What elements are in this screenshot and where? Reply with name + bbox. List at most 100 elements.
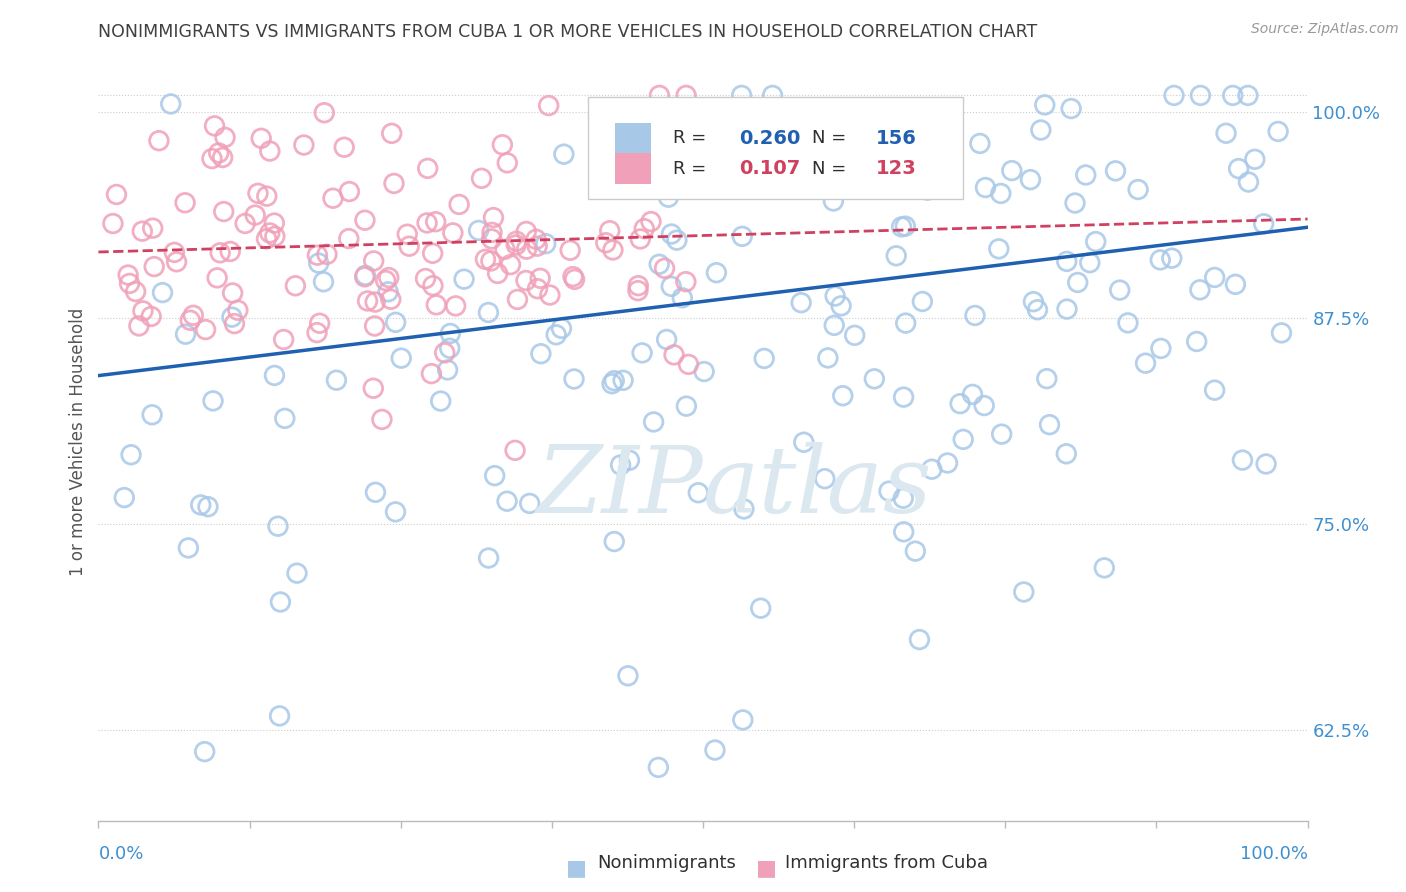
Text: 123: 123: [876, 159, 917, 178]
Point: [179, 313, 201, 327]
Point: [643, 415, 665, 429]
Point: [537, 98, 560, 112]
Point: [505, 238, 527, 252]
Text: NONIMMIGRANTS VS IMMIGRANTS FROM CUBA 1 OR MORE VEHICLES IN HOUSEHOLD CORRELATIO: NONIMMIGRANTS VS IMMIGRANTS FROM CUBA 1 …: [98, 23, 1038, 41]
Point: [1019, 172, 1042, 186]
Point: [1270, 326, 1292, 340]
Point: [659, 279, 682, 293]
Point: [174, 327, 197, 342]
Point: [1267, 124, 1289, 138]
Point: [609, 458, 631, 472]
Point: [148, 134, 170, 148]
Point: [921, 462, 943, 476]
Point: [499, 258, 522, 272]
Point: [1253, 217, 1275, 231]
Point: [226, 303, 249, 318]
Point: [325, 373, 347, 387]
Point: [190, 498, 212, 512]
Point: [263, 368, 285, 383]
Point: [884, 249, 907, 263]
Point: [166, 255, 188, 269]
Point: [152, 285, 174, 300]
Point: [398, 239, 420, 253]
Point: [214, 130, 236, 145]
Point: [990, 427, 1012, 442]
Text: 156: 156: [876, 128, 917, 148]
Point: [496, 156, 519, 170]
Point: [481, 225, 503, 239]
Point: [529, 271, 551, 285]
Point: [1204, 383, 1226, 397]
Point: [844, 328, 866, 343]
Point: [1036, 371, 1059, 385]
Point: [377, 285, 399, 299]
Point: [894, 316, 917, 330]
Point: [1150, 342, 1173, 356]
Point: [132, 304, 155, 318]
Point: [211, 151, 233, 165]
Point: [1054, 447, 1077, 461]
Point: [949, 397, 972, 411]
Point: [337, 185, 360, 199]
Point: [1029, 123, 1052, 137]
Point: [233, 217, 256, 231]
Point: [790, 295, 813, 310]
Point: [617, 669, 640, 683]
Point: [962, 387, 984, 401]
Point: [526, 282, 548, 296]
Point: [974, 180, 997, 194]
Point: [1092, 561, 1115, 575]
Point: [105, 187, 128, 202]
Point: [381, 127, 404, 141]
Point: [1222, 88, 1244, 103]
Point: [562, 269, 585, 284]
Point: [436, 363, 458, 377]
Point: [530, 347, 553, 361]
Point: [1033, 98, 1056, 112]
Point: [259, 144, 281, 158]
Point: [467, 223, 489, 237]
Point: [665, 233, 688, 247]
Point: [141, 310, 163, 324]
Point: [209, 245, 232, 260]
Point: [1160, 251, 1182, 265]
Point: [197, 500, 219, 514]
Point: [990, 186, 1012, 201]
Point: [1022, 294, 1045, 309]
Point: [911, 294, 934, 309]
Point: [356, 293, 378, 308]
Point: [603, 374, 626, 388]
Point: [1237, 88, 1260, 103]
Point: [382, 177, 405, 191]
Point: [627, 278, 650, 293]
Point: [973, 399, 995, 413]
Point: [416, 161, 439, 176]
Point: [661, 227, 683, 241]
Point: [793, 435, 815, 450]
Point: [484, 468, 506, 483]
Point: [553, 147, 575, 161]
Point: [384, 505, 406, 519]
Point: [256, 189, 278, 203]
Point: [904, 544, 927, 558]
Point: [908, 632, 931, 647]
Point: [1104, 164, 1126, 178]
Point: [562, 372, 585, 386]
Point: [378, 270, 401, 285]
Point: [647, 173, 669, 187]
Point: [243, 208, 266, 222]
Point: [657, 190, 679, 204]
Text: ■: ■: [567, 858, 586, 878]
Point: [181, 308, 204, 322]
Point: [101, 217, 124, 231]
Point: [546, 327, 568, 342]
Point: [688, 485, 710, 500]
Point: [333, 140, 356, 154]
Point: [1135, 356, 1157, 370]
Point: [662, 348, 685, 362]
Point: [560, 244, 582, 258]
Point: [749, 601, 772, 615]
Point: [595, 235, 617, 250]
Point: [208, 145, 231, 160]
Point: [600, 376, 623, 391]
